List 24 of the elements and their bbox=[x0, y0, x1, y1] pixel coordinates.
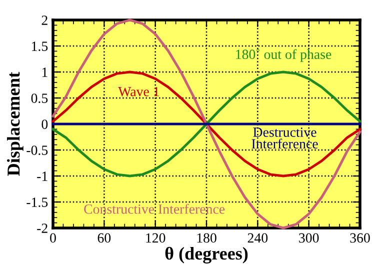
y-tick-label: 1.5 bbox=[32, 42, 48, 52]
y-tick-label: -1.5 bbox=[26, 198, 48, 208]
y-tick-label: 2 bbox=[42, 16, 48, 25]
annotation: Destructive Interference bbox=[252, 128, 318, 149]
x-tick-label: 0 bbox=[50, 233, 56, 243]
x-axis-title: θ (degrees) bbox=[165, 246, 248, 264]
x-tick-label: 120 bbox=[146, 233, 166, 243]
line-series bbox=[52, 18, 362, 230]
y-tick-label: -0.5 bbox=[26, 146, 48, 156]
x-tick-label: 300 bbox=[299, 233, 319, 243]
x-tick-label: 180 bbox=[197, 233, 216, 243]
x-tick-label: 360 bbox=[350, 233, 370, 243]
x-tick-label: 60 bbox=[98, 233, 111, 243]
y-tick-label: 0 bbox=[42, 120, 48, 129]
annotation: Wave 1 bbox=[118, 86, 159, 96]
x-tick-label: 240 bbox=[248, 233, 268, 243]
line-series bbox=[52, 70, 362, 178]
y-tick-label: -1 bbox=[37, 172, 48, 181]
annotation: 180˚ out of phase bbox=[236, 48, 332, 62]
y-tick-label: 0.5 bbox=[31, 94, 48, 104]
annotation: Constructive Interference bbox=[84, 204, 225, 214]
y-axis-title: Displacement bbox=[7, 72, 24, 176]
y-tick-label: 1 bbox=[42, 68, 48, 77]
y-tick-label: -2 bbox=[37, 224, 48, 233]
